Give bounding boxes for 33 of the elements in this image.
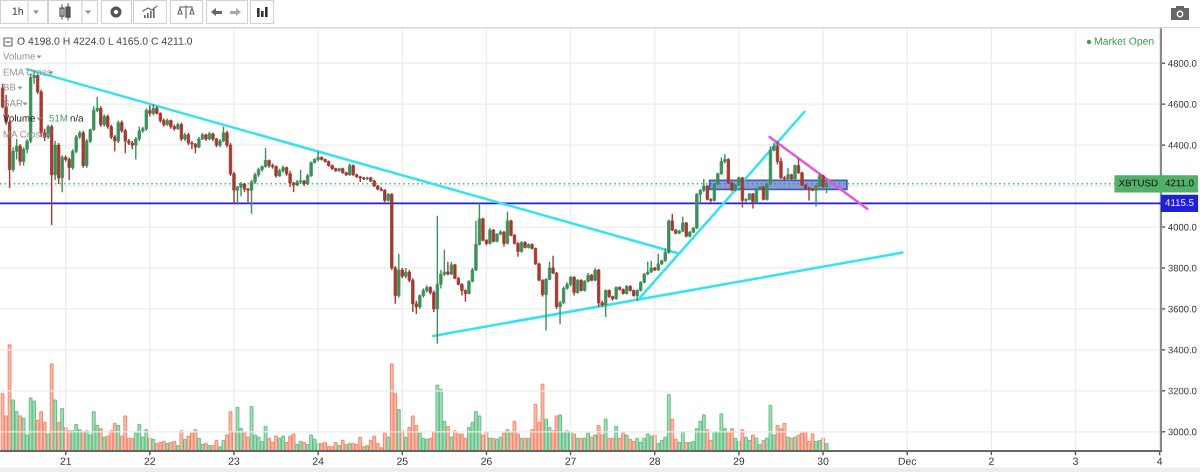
x-tick-label: 28: [649, 457, 661, 465]
y-tick-label: 4000.0: [1168, 223, 1197, 231]
annotation: n/a: [70, 114, 84, 122]
annotation: O 4198.0 H 4224.0 L 4165.0 C 4211.0: [17, 37, 193, 45]
x-tick-label: 23: [228, 457, 240, 465]
y-tick-label: 3600.0: [1168, 305, 1197, 313]
y-tick-label: 4400.0: [1168, 141, 1197, 149]
annotation: Volume: [3, 52, 35, 60]
x-tick-label: 25: [397, 457, 408, 465]
y-tick-label: 4800.0: [1168, 60, 1197, 67]
y-tick-label: 4600.0: [1168, 100, 1197, 108]
ref-line-label: 4115.5: [1165, 199, 1194, 206]
x-tick-label: 29: [733, 457, 745, 465]
x-tick-label: 24: [312, 457, 324, 465]
x-tick-label: 2: [988, 457, 994, 465]
x-tick-label: 30: [817, 457, 829, 465]
annotation: Market Open: [1094, 37, 1154, 47]
y-tick-label: 3800.0: [1168, 264, 1197, 272]
annotation: 51M: [49, 114, 68, 122]
x-tick-label: 27: [565, 457, 576, 465]
x-tick-label: 21: [60, 457, 71, 465]
text: 1h: [12, 7, 23, 15]
x-tick-label: 4: [1157, 457, 1163, 465]
annotation: BB: [3, 83, 16, 91]
x-tick-label: 3: [1073, 457, 1078, 465]
x-tick-label: 22: [144, 457, 156, 465]
y-tick-label: 3000.0: [1168, 428, 1197, 436]
x-tick-label: 26: [481, 457, 492, 465]
y-tick-label: 3400.0: [1168, 346, 1197, 354]
y-tick-label: 3200.0: [1168, 387, 1197, 395]
annotation: XBTUSD: [1118, 179, 1158, 187]
x-tick-label: Dec: [898, 457, 917, 465]
ref-line-label: 4211.0: [1165, 179, 1194, 187]
